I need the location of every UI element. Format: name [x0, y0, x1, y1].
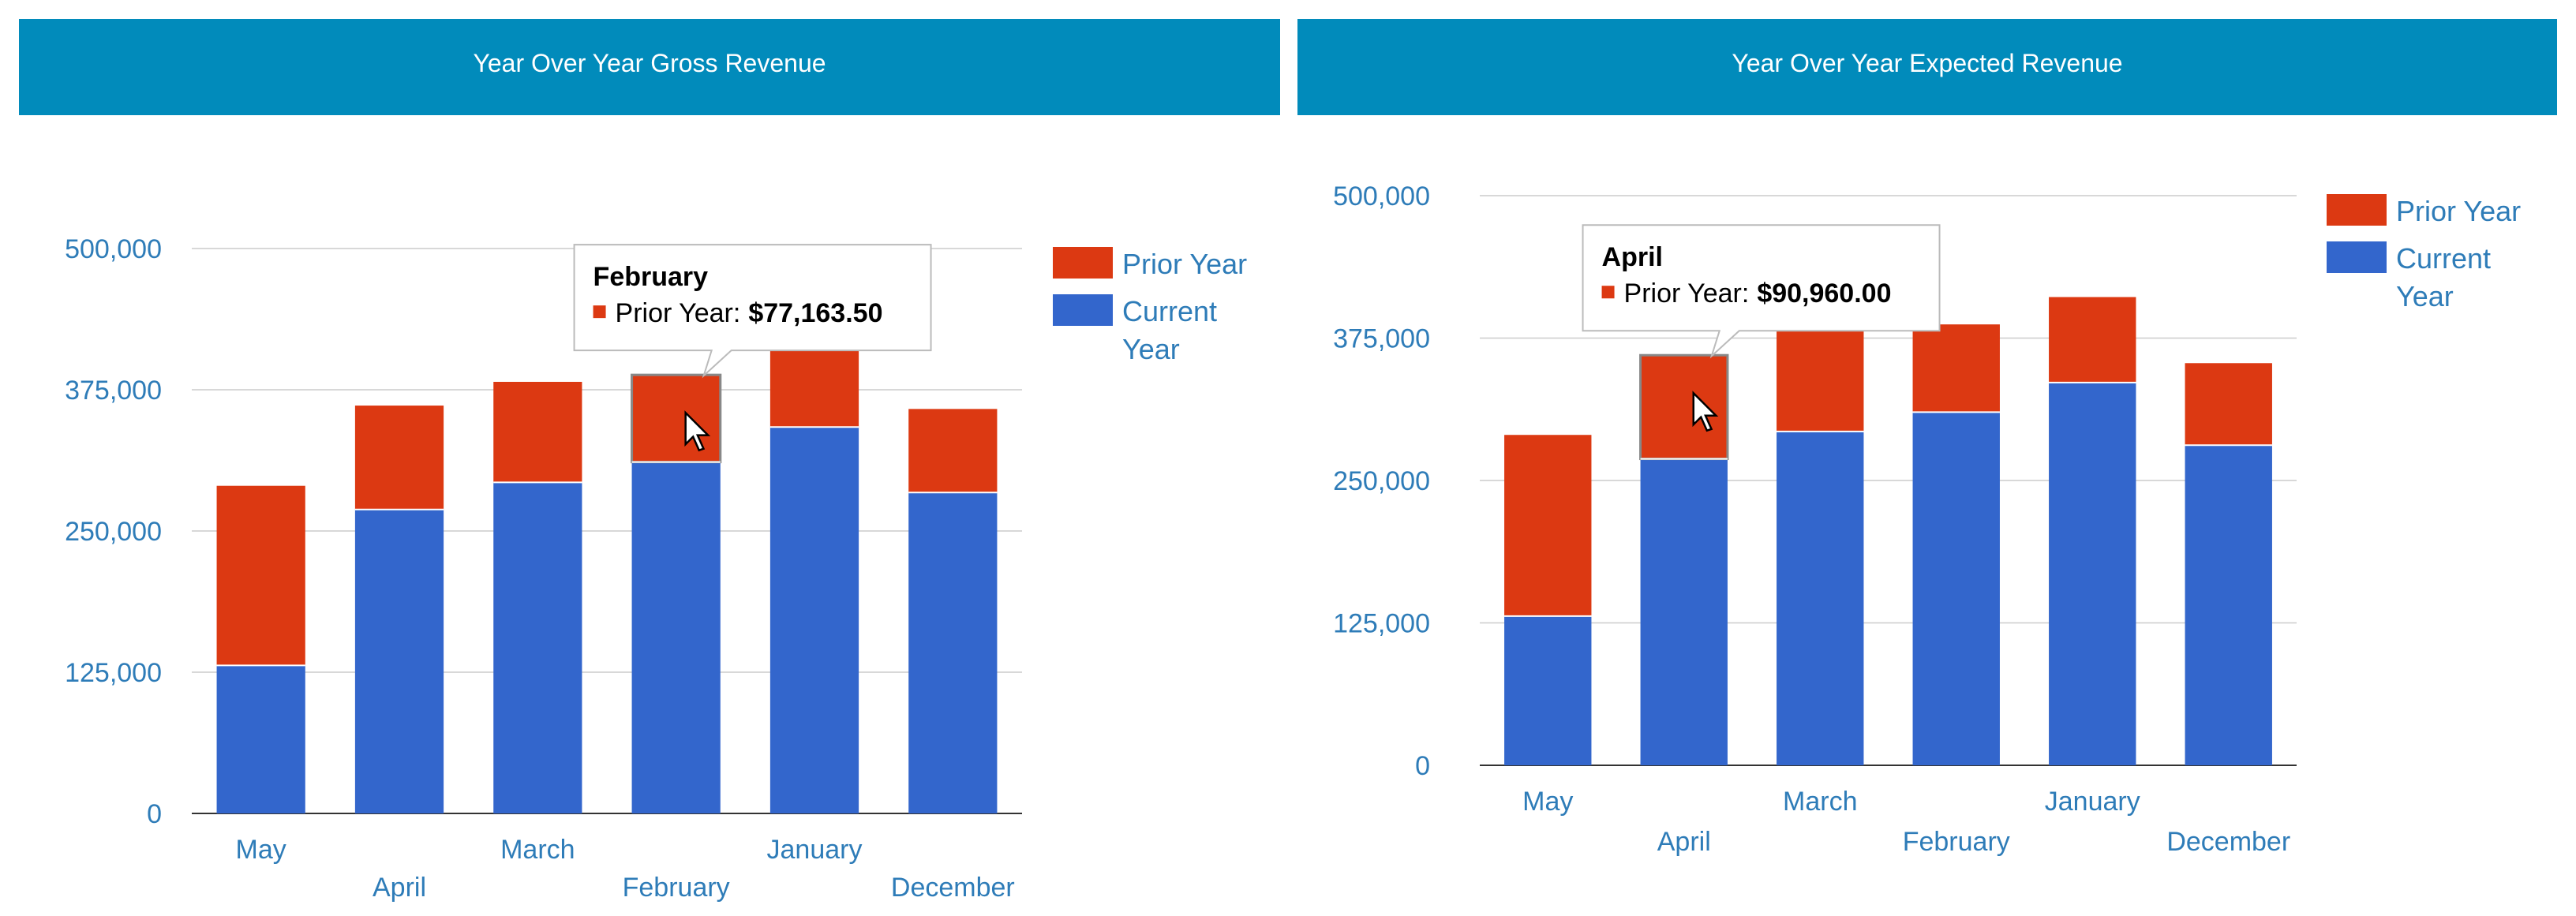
bar-prior-year[interactable]: [2049, 297, 2136, 383]
x-tick-label: December: [891, 873, 1015, 903]
tooltip-label: Prior Year:: [1624, 279, 1750, 308]
y-tick-label: 125,000: [1333, 609, 1430, 639]
bar-current-year[interactable]: [769, 427, 859, 813]
expected-revenue-chart: 0 125,000 250,000 375,000 500,000 May April Mar…: [1333, 181, 2521, 857]
x-tick-label: January: [2045, 787, 2140, 817]
tooltip-value: $90,960.00: [1757, 279, 1891, 308]
y-tick-label: 250,000: [1333, 466, 1430, 496]
tooltip-label: Prior Year:: [616, 298, 741, 328]
mouse-cursor-icon: [1692, 391, 1719, 432]
gross-revenue-chart: 0 125,000 250,000 375,000 500,000 May April Mar…: [65, 234, 1247, 903]
bar-current-year[interactable]: [631, 462, 721, 813]
bar-current-year[interactable]: [908, 492, 998, 813]
y-tick-label: 500,000: [1333, 181, 1430, 211]
tooltip: April Prior Year: $90,960.00: [1582, 224, 1941, 359]
bar-prior-year[interactable]: [1777, 330, 1864, 432]
bar-prior-year[interactable]: [769, 344, 859, 428]
tooltip: February Prior Year: $77,163.50: [573, 244, 932, 379]
bar-prior-year[interactable]: [493, 381, 582, 483]
tooltip-box: [573, 244, 932, 379]
bar-current-year[interactable]: [2049, 382, 2136, 765]
bar-current-year[interactable]: [1912, 412, 2000, 765]
bar-prior-year[interactable]: [2185, 363, 2272, 446]
bar-prior-year[interactable]: [354, 406, 444, 510]
x-tick-label: May: [1522, 787, 1573, 817]
chart-title: Year Over Year Gross Revenue: [473, 49, 826, 77]
x-tick-label: February: [1903, 827, 2010, 857]
chart-header-expected: Year Over Year Expected Revenue: [1297, 19, 2557, 115]
bar-current-year[interactable]: [2185, 445, 2272, 765]
x-tick-label: January: [767, 835, 863, 865]
legend-label: Year: [2396, 280, 2454, 312]
tooltip-title: February: [593, 262, 709, 292]
x-tick-label: May: [236, 835, 286, 865]
bar-prior-year[interactable]: [1639, 353, 1729, 461]
mouse-cursor-icon: [684, 410, 711, 452]
bar-prior-year[interactable]: [216, 485, 305, 666]
y-tick-label: 500,000: [65, 234, 162, 264]
legend-label: Current: [2396, 242, 2491, 275]
legend-swatch: [1053, 247, 1113, 279]
legend-swatch: [2327, 241, 2387, 273]
chart-title: Year Over Year Expected Revenue: [1732, 49, 2123, 77]
legend-label: Year: [1122, 333, 1180, 365]
tooltip-box: [1582, 224, 1941, 359]
tooltip-swatch: [593, 305, 606, 319]
y-tick-label: 0: [1415, 751, 1430, 781]
bar-prior-year[interactable]: [908, 409, 998, 493]
legend-swatch: [1053, 294, 1113, 326]
x-tick-label: April: [1657, 827, 1711, 857]
legend-swatch: [2327, 194, 2387, 226]
x-tick-label: February: [623, 873, 730, 903]
bar-current-year[interactable]: [354, 509, 444, 813]
y-tick-label: 375,000: [1333, 324, 1430, 354]
y-tick-label: 250,000: [65, 517, 162, 547]
legend-label: Prior Year: [2396, 195, 2521, 227]
tooltip-title: April: [1602, 242, 1663, 272]
bar-prior-year[interactable]: [1504, 435, 1592, 616]
y-tick-label: 0: [147, 799, 162, 829]
bar-current-year[interactable]: [216, 665, 305, 813]
tooltip-value: $77,163.50: [748, 298, 882, 328]
bar-prior-year[interactable]: [1912, 324, 2000, 413]
chart-header-gross: Year Over Year Gross Revenue: [19, 19, 1280, 115]
x-tick-label: March: [500, 835, 575, 865]
x-tick-label: December: [2166, 827, 2290, 857]
x-tick-label: April: [373, 873, 426, 903]
legend-label: Current: [1122, 295, 1217, 327]
bar-current-year[interactable]: [493, 482, 582, 813]
y-tick-label: 375,000: [65, 376, 162, 406]
y-tick-label: 125,000: [65, 658, 162, 688]
bar-current-year[interactable]: [1504, 615, 1592, 765]
bar-prior-year[interactable]: [631, 373, 722, 464]
x-tick-label: March: [1783, 787, 1857, 817]
bar-current-year[interactable]: [1640, 458, 1728, 765]
tooltip-swatch: [1601, 286, 1615, 299]
legend-label: Prior Year: [1122, 248, 1247, 280]
bar-current-year[interactable]: [1777, 431, 1864, 765]
